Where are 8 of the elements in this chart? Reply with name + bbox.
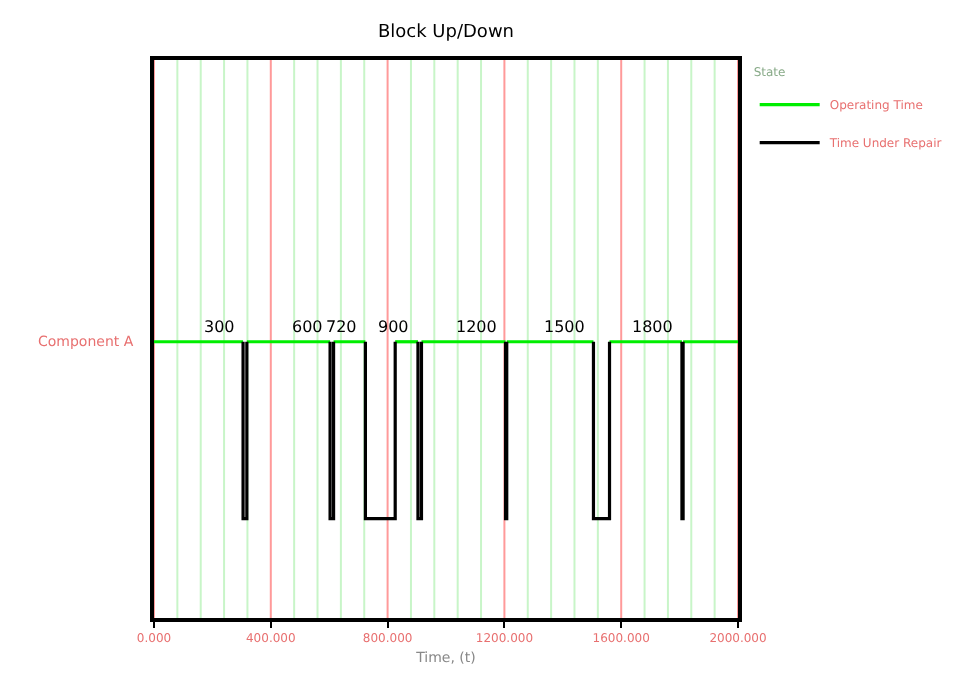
annotation: 720 [326, 318, 357, 336]
annotation: 1200 [456, 318, 497, 336]
chart-title: Block Up/Down [377, 23, 515, 44]
annotation: 900 [378, 318, 409, 336]
annotation: 1500 [544, 318, 585, 336]
annotation: 600 [292, 318, 323, 336]
annotation: 300 [204, 318, 235, 336]
annotation: 1800 [632, 318, 673, 336]
